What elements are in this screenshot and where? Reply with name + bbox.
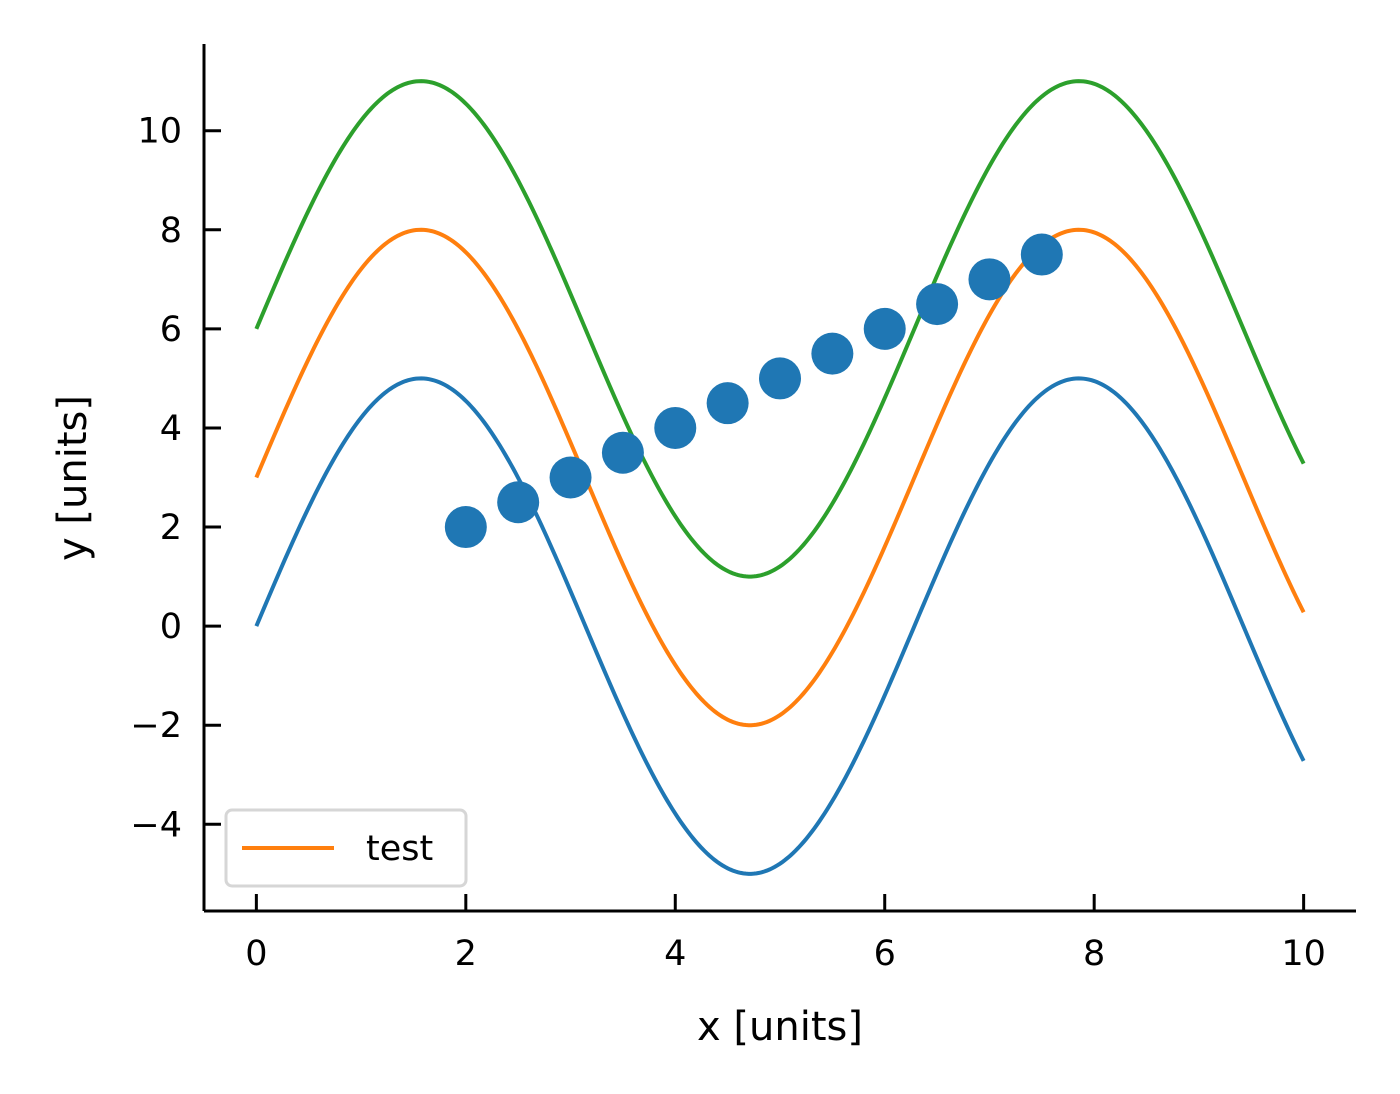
y-tick-label-6: 6: [160, 310, 182, 350]
legend-label-test: test: [366, 829, 433, 869]
scatter-point-9: [863, 307, 906, 350]
x-tick-label-4: 4: [664, 934, 686, 974]
scatter-point-7: [759, 357, 801, 400]
y-tick-label--4: −4: [130, 805, 182, 845]
y-axis-label: y [units]: [50, 395, 96, 561]
series-line-2: [254, 227, 1306, 728]
x-axis-label: x [units]: [697, 1004, 863, 1050]
scatter-point-4: [601, 431, 644, 474]
y-ticks: −4 −2 0 2 4 6 8 10: [130, 112, 221, 845]
x-tick-label-6: 6: [874, 934, 896, 974]
series-line-3: [254, 79, 1306, 579]
y-tick-label--2: −2: [130, 706, 182, 746]
plot-points: [444, 233, 1063, 549]
scatter-point-5: [654, 406, 697, 449]
x-tick-label-8: 8: [1083, 934, 1105, 974]
x-tick-label-0: 0: [245, 934, 267, 974]
scatter-point-12: [1020, 233, 1063, 276]
scatter-point-11: [968, 258, 1011, 301]
legend-box: [224, 808, 468, 888]
series-line-1: [254, 376, 1306, 876]
scatter-point-3: [549, 456, 592, 499]
axes: [202, 44, 1356, 913]
y-tick-label-8: 8: [160, 211, 182, 251]
scatter-point-8: [811, 332, 854, 375]
scatter-point-2: [497, 481, 540, 524]
y-tick-label-0: 0: [160, 607, 182, 647]
x-tick-label-10: 10: [1281, 934, 1326, 974]
x-ticks: 0 2 4 6 8 10: [245, 894, 1326, 974]
y-tick-label-4: 4: [160, 409, 182, 449]
y-tick-label-10: 10: [137, 112, 182, 152]
plot-lines: [254, 79, 1306, 876]
y-tick-label-2: 2: [160, 508, 182, 548]
x-tick-label-2: 2: [455, 934, 477, 974]
legend: test: [224, 808, 468, 888]
scatter-point-1: [444, 506, 487, 549]
scatter-point-6: [706, 382, 749, 425]
scatter-point-10: [916, 283, 959, 326]
